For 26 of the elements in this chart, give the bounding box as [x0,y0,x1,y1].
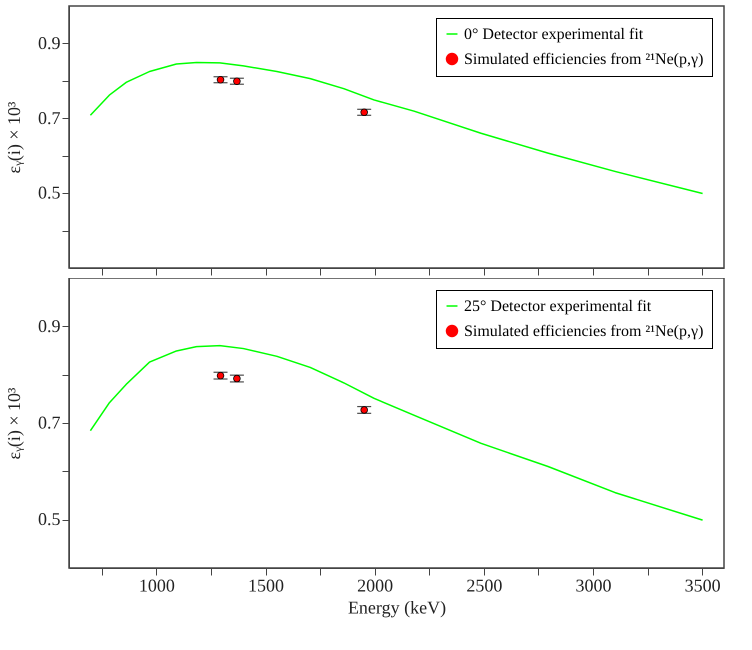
line-series [90,344,704,521]
y-axis-title: εᵧ(i) × 10³ [4,386,24,460]
point [360,108,368,116]
point [216,372,224,380]
legend-label: Simulated efficiencies from ²¹Ne(p,γ) [464,323,704,340]
point [233,77,241,85]
legend-label: 25° Detector experimental fit [464,298,652,315]
point [233,374,241,382]
y-tick-label: 0.9 [38,32,60,53]
x-tick-label: 1000 [138,576,175,596]
legend-label: 0° Detector experimental fit [464,26,644,43]
y-axis-title: εᵧ(i) × 10³ [4,100,24,174]
y-tick-label: 0.5 [38,509,60,530]
x-tick-label: 2000 [357,576,394,596]
y-tick-label: 0.5 [38,182,60,203]
y-tick-label: 0.7 [38,412,60,432]
point [216,76,224,84]
x-axis-title: Energy (keV) [348,598,446,618]
point [360,406,368,414]
y-tick-label: 0.9 [38,316,60,336]
x-tick-label: 2500 [466,576,502,596]
x-tick-label: 3000 [576,576,612,596]
legend-label: Simulated efficiencies from ²¹Ne(p,γ) [464,51,704,68]
x-tick-label: 1500 [248,576,284,596]
y-tick-label: 0.7 [38,108,60,128]
x-tick-label: 3500 [684,576,721,596]
